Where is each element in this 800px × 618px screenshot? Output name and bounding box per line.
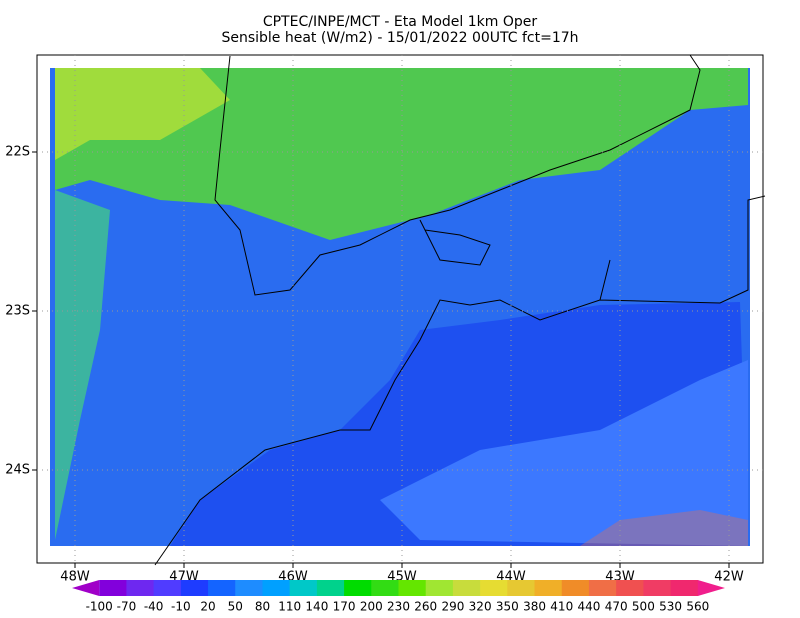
map-field xyxy=(50,54,766,566)
colorbar-box xyxy=(534,580,563,596)
map-frame xyxy=(36,54,764,564)
state-border xyxy=(419,219,491,266)
colorbar-box xyxy=(153,580,182,596)
colorbar-box xyxy=(643,580,672,596)
colorbar-box xyxy=(670,580,699,596)
colorbar-label: 50 xyxy=(228,600,243,614)
ocean-warm xyxy=(580,510,748,546)
colorbar-label: 20 xyxy=(200,600,215,614)
state-border xyxy=(214,54,701,296)
colorbar-box xyxy=(507,580,536,596)
lon-tick-label: 48W xyxy=(60,570,90,585)
colorbar-label: -40 xyxy=(144,600,164,614)
colorbar-label: 170 xyxy=(333,600,356,614)
colorbar-box xyxy=(616,580,644,596)
hot-region xyxy=(55,68,230,160)
lat-tick-label: 24S xyxy=(5,463,30,478)
title-line: Sensible heat (W/m2) - 15/01/2022 00UTC … xyxy=(221,30,578,46)
lat-tick-label: 22S xyxy=(5,145,30,160)
colorbar-label: 110 xyxy=(278,600,301,614)
colorbar-label: 140 xyxy=(305,600,328,614)
colorbar-label: 260 xyxy=(414,600,437,614)
colorbar-label: 80 xyxy=(255,600,270,614)
colorbar-box xyxy=(371,580,399,596)
colorbar-box xyxy=(180,580,209,596)
colorbar-label: 380 xyxy=(523,600,546,614)
colorbar-box xyxy=(289,580,318,596)
ocean-field-light xyxy=(380,360,748,546)
colorbar-box xyxy=(561,580,590,596)
colorbar-box xyxy=(126,580,155,596)
colorbar-label: -100 xyxy=(86,600,113,614)
colorbar-box xyxy=(588,580,617,596)
colorbar-box xyxy=(208,580,236,596)
colorbar-box xyxy=(344,580,372,596)
mixed-region xyxy=(55,190,110,540)
colorbar-box xyxy=(480,580,508,596)
colorbar-arrow xyxy=(72,580,100,596)
colorbar-label: 290 xyxy=(441,600,464,614)
warm-region xyxy=(55,68,748,240)
colorbar-box xyxy=(235,580,263,596)
lat-tick-label: 23S xyxy=(5,304,30,319)
colorbar-label: 350 xyxy=(496,600,519,614)
colorbar-label: 200 xyxy=(360,600,383,614)
colorbar-label: 560 xyxy=(686,600,709,614)
colorbar-label: -10 xyxy=(171,600,191,614)
colorbar-box xyxy=(262,580,291,596)
colorbar-label: 470 xyxy=(605,600,628,614)
title-line: CPTEC/INPE/MCT - Eta Model 1km Oper xyxy=(263,14,538,30)
colorbar-box xyxy=(452,580,481,596)
coastline xyxy=(154,195,766,566)
colorbar-label: -70 xyxy=(117,600,137,614)
lon-tick-label: 42W xyxy=(714,570,744,585)
colorbar-box xyxy=(316,580,345,596)
colorbar-label: 230 xyxy=(387,600,410,614)
colorbar-label: 530 xyxy=(659,600,682,614)
colorbar-box xyxy=(398,580,427,596)
colorbar-label: 410 xyxy=(550,600,573,614)
colorbar-box xyxy=(425,580,454,596)
colorbar: -100 -70 -40 -10 20 50 80 110 140 170 200 230 260 290… xyxy=(72,580,725,614)
colorbar-box xyxy=(99,580,127,596)
colorbar-label: 440 xyxy=(578,600,601,614)
colorbar-arrow xyxy=(697,580,725,596)
colorbar-label: 320 xyxy=(469,600,492,614)
colorbar-label: 500 xyxy=(632,600,655,614)
